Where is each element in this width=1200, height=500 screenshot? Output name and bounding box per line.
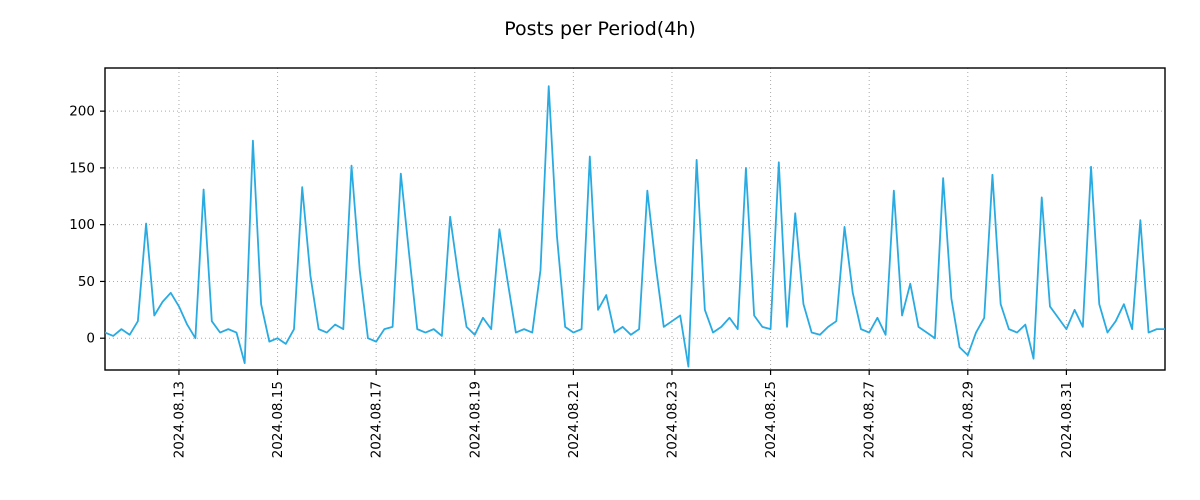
y-tick-label: 100 <box>69 217 95 233</box>
x-tick-label: 2024.08.31 <box>1059 381 1075 458</box>
x-tick-label: 2024.08.25 <box>763 381 779 458</box>
y-tick-label: 0 <box>86 331 95 347</box>
x-tick-label: 2024.08.15 <box>270 381 286 458</box>
x-tick-label: 2024.08.23 <box>664 381 680 458</box>
x-tick-label: 2024.08.13 <box>171 381 187 458</box>
y-tick-label: 150 <box>69 160 95 176</box>
y-tick-label: 200 <box>69 104 95 120</box>
x-tick-label: 2024.08.17 <box>369 381 385 458</box>
x-tick-label: 2024.08.21 <box>566 381 582 458</box>
x-tick-label: 2024.08.19 <box>467 381 483 458</box>
data-line-posts-per-period <box>105 85 1165 368</box>
x-tick-label: 2024.08.29 <box>960 381 976 458</box>
chart-title: Posts per Period(4h) <box>504 18 696 40</box>
y-tick-label: 50 <box>78 274 95 290</box>
plot-border <box>104 67 1166 371</box>
x-tick-label: 2024.08.27 <box>862 381 878 458</box>
